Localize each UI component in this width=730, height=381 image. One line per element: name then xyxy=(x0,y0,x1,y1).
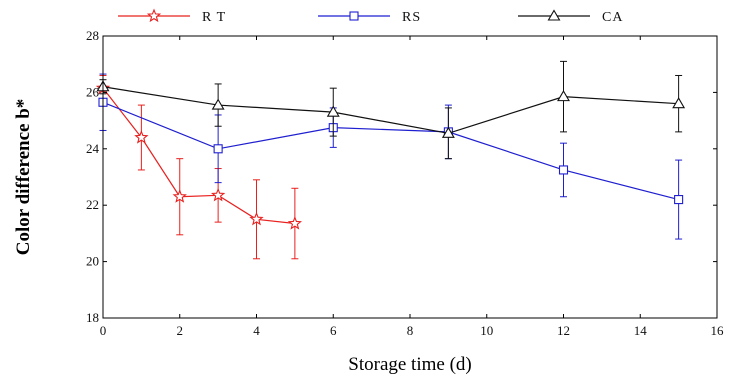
data-point xyxy=(134,130,149,144)
data-point xyxy=(326,105,340,117)
x-tick-label: 0 xyxy=(100,323,107,338)
y-axis-title: Color difference b* xyxy=(13,99,34,256)
x-tick-label: 16 xyxy=(711,323,725,338)
x-tick-label: 12 xyxy=(557,323,570,338)
data-point xyxy=(213,144,223,154)
series-0 xyxy=(95,74,303,260)
data-point xyxy=(287,216,303,230)
x-tick-label: 10 xyxy=(480,323,493,338)
legend: R T RS CA xyxy=(118,8,623,25)
legend-item-0: R T xyxy=(118,8,226,25)
data-point xyxy=(249,211,264,226)
series-2 xyxy=(96,60,686,160)
data-point xyxy=(172,189,187,203)
series-line xyxy=(102,87,295,225)
x-tick-label: 14 xyxy=(634,323,648,338)
x-tick-label: 6 xyxy=(330,323,337,338)
plot-area xyxy=(95,60,686,260)
legend-item-2: CA xyxy=(518,9,623,25)
data-point xyxy=(674,195,684,205)
data-point xyxy=(558,165,569,175)
series-line xyxy=(102,86,679,134)
y-tick-label: 20 xyxy=(86,254,99,269)
legend-label: R T xyxy=(202,10,226,25)
data-point xyxy=(672,97,686,109)
data-point xyxy=(557,90,570,102)
series-line xyxy=(102,101,679,201)
x-tick-label: 4 xyxy=(253,323,260,338)
y-tick-label: 26 xyxy=(86,84,100,99)
legend-label: CA xyxy=(602,10,623,25)
y-tick-label: 18 xyxy=(86,310,99,325)
legend-item-1: RS xyxy=(318,10,421,25)
data-point xyxy=(210,187,226,202)
data-point xyxy=(441,126,455,138)
legend-label: RS xyxy=(402,10,421,25)
plot-frame xyxy=(102,35,718,319)
x-axis-title: Storage time (d) xyxy=(348,354,471,375)
y-tick-label: 24 xyxy=(86,141,100,156)
data-point xyxy=(211,98,225,110)
x-tick-label: 8 xyxy=(407,323,414,338)
x-tick-label: 2 xyxy=(177,323,184,338)
y-tick-label: 28 xyxy=(86,28,99,43)
legend-marker xyxy=(146,8,162,23)
legend-marker xyxy=(349,11,359,21)
legend-marker xyxy=(547,9,561,21)
y-tick-label: 22 xyxy=(86,197,99,212)
